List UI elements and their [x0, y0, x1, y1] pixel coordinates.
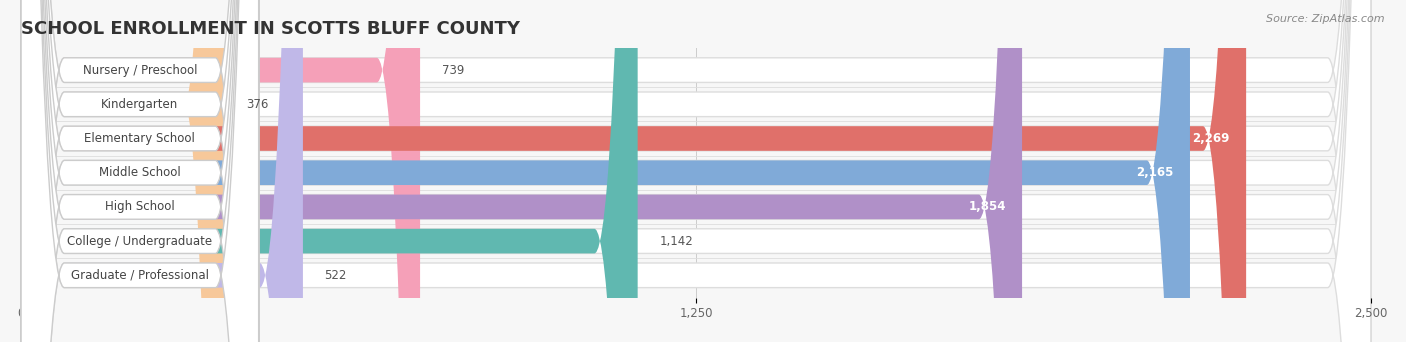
FancyBboxPatch shape: [21, 0, 638, 342]
FancyBboxPatch shape: [21, 0, 259, 342]
FancyBboxPatch shape: [21, 0, 1371, 342]
FancyBboxPatch shape: [21, 0, 302, 342]
FancyBboxPatch shape: [21, 0, 259, 342]
FancyBboxPatch shape: [21, 0, 1189, 342]
FancyBboxPatch shape: [21, 0, 224, 342]
Text: Source: ZipAtlas.com: Source: ZipAtlas.com: [1267, 14, 1385, 24]
FancyBboxPatch shape: [21, 0, 1371, 342]
Text: Kindergarten: Kindergarten: [101, 98, 179, 111]
Text: 2,269: 2,269: [1192, 132, 1230, 145]
FancyBboxPatch shape: [21, 0, 1022, 342]
Text: 376: 376: [246, 98, 269, 111]
Text: Elementary School: Elementary School: [84, 132, 195, 145]
Text: Nursery / Preschool: Nursery / Preschool: [83, 64, 197, 77]
Text: High School: High School: [105, 200, 174, 213]
FancyBboxPatch shape: [21, 0, 259, 342]
Text: College / Undergraduate: College / Undergraduate: [67, 235, 212, 248]
FancyBboxPatch shape: [21, 0, 1371, 342]
FancyBboxPatch shape: [21, 0, 420, 342]
Text: Graduate / Professional: Graduate / Professional: [70, 269, 209, 282]
Text: 1,142: 1,142: [659, 235, 693, 248]
Text: 522: 522: [325, 269, 347, 282]
FancyBboxPatch shape: [21, 0, 259, 342]
FancyBboxPatch shape: [21, 0, 259, 342]
FancyBboxPatch shape: [21, 0, 1371, 342]
Text: SCHOOL ENROLLMENT IN SCOTTS BLUFF COUNTY: SCHOOL ENROLLMENT IN SCOTTS BLUFF COUNTY: [21, 20, 520, 38]
Text: 2,165: 2,165: [1136, 166, 1174, 179]
Text: Middle School: Middle School: [98, 166, 181, 179]
FancyBboxPatch shape: [21, 0, 1371, 342]
Text: 1,854: 1,854: [969, 200, 1005, 213]
FancyBboxPatch shape: [21, 0, 1371, 342]
FancyBboxPatch shape: [21, 0, 259, 342]
Text: 739: 739: [441, 64, 464, 77]
FancyBboxPatch shape: [21, 0, 1246, 342]
FancyBboxPatch shape: [21, 0, 259, 342]
FancyBboxPatch shape: [21, 0, 1371, 342]
